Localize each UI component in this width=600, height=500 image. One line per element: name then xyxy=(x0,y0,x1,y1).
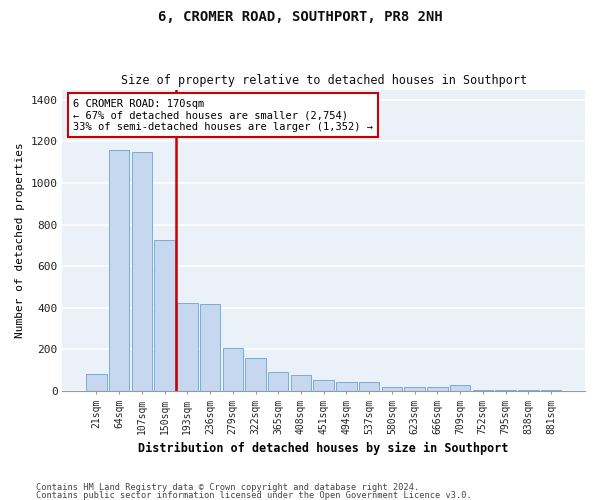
Text: 6, CROMER ROAD, SOUTHPORT, PR8 2NH: 6, CROMER ROAD, SOUTHPORT, PR8 2NH xyxy=(158,10,442,24)
Bar xyxy=(131,152,152,390)
Text: Contains public sector information licensed under the Open Government Licence v3: Contains public sector information licen… xyxy=(36,490,472,500)
Bar xyxy=(404,387,425,390)
Bar xyxy=(223,348,243,391)
Bar xyxy=(109,150,130,390)
Bar xyxy=(245,358,266,390)
Title: Size of property relative to detached houses in Southport: Size of property relative to detached ho… xyxy=(121,74,527,87)
Bar xyxy=(427,387,448,390)
Bar xyxy=(336,382,356,390)
Bar xyxy=(313,380,334,390)
Text: Contains HM Land Registry data © Crown copyright and database right 2024.: Contains HM Land Registry data © Crown c… xyxy=(36,484,419,492)
Bar xyxy=(268,372,289,390)
X-axis label: Distribution of detached houses by size in Southport: Distribution of detached houses by size … xyxy=(139,442,509,455)
Y-axis label: Number of detached properties: Number of detached properties xyxy=(15,142,25,338)
Bar xyxy=(382,386,402,390)
Bar xyxy=(177,304,197,390)
Bar xyxy=(200,304,220,390)
Bar xyxy=(450,386,470,390)
Bar xyxy=(154,240,175,390)
Bar xyxy=(291,375,311,390)
Text: 6 CROMER ROAD: 170sqm
← 67% of detached houses are smaller (2,754)
33% of semi-d: 6 CROMER ROAD: 170sqm ← 67% of detached … xyxy=(73,98,373,132)
Bar xyxy=(86,374,107,390)
Bar xyxy=(359,382,379,390)
